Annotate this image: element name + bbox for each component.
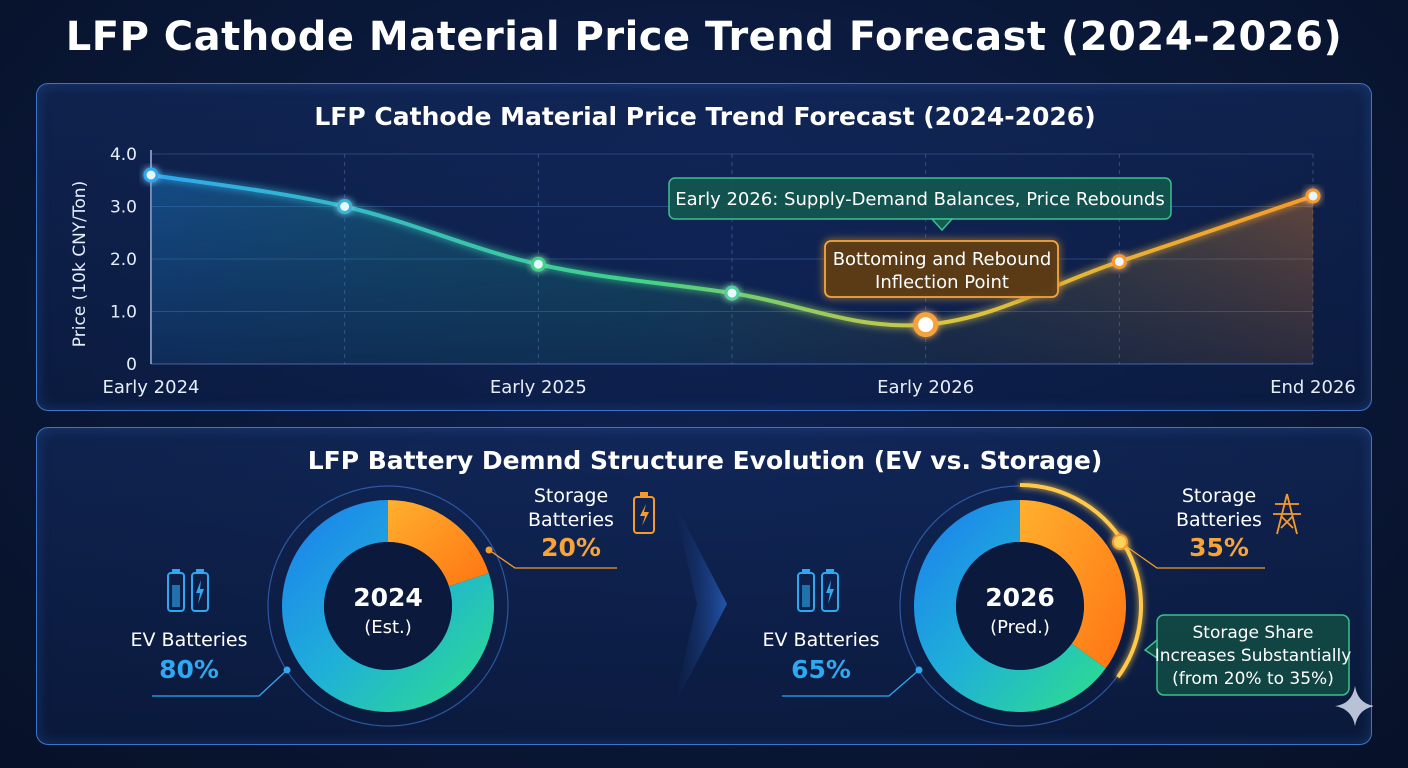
ev-slice: [282, 500, 494, 712]
storage-2024-label-line1: Storage: [534, 485, 608, 507]
storage-share-callout: Storage Share Increases Substantially (f…: [1143, 614, 1352, 696]
leader-2026-ev: [782, 669, 920, 697]
power-tower-icon: [1273, 493, 1301, 535]
y-tick-label: 0: [126, 355, 137, 375]
y-tick-label: 4.0: [110, 145, 137, 165]
ev-2024-label: EV Batteries: [131, 629, 248, 651]
donut-2026-note: (Pred.): [990, 617, 1050, 638]
donut-2026: 2026 (Pred.): [899, 483, 1143, 727]
ev-battery-icon-2026: [797, 569, 839, 612]
donut-2026-year: 2026: [985, 583, 1055, 612]
price-area: [151, 175, 1313, 364]
leader-2024-ev: [152, 669, 288, 697]
rebound-callout: Early 2026: Supply-Demand Balances, Pric…: [668, 177, 1172, 232]
x-tick-label: End 2026: [1270, 377, 1356, 398]
sparkle-icon: [1335, 686, 1375, 726]
ev-slice: [914, 500, 1106, 712]
rebound-callout-text: Early 2026: Supply-Demand Balances, Pric…: [675, 189, 1164, 210]
line-chart-title: LFP Cathode Material Price Trend Forecas…: [314, 102, 1095, 131]
inflection-point: [913, 312, 939, 338]
y-tick-label: 3.0: [110, 198, 137, 218]
leader-2026-storage: [1119, 541, 1265, 569]
donut-section-title: LFP Battery Demnd Structure Evolution (E…: [308, 446, 1103, 475]
storage-slice: [388, 500, 489, 587]
demand-structure-panel: LFP Battery Demnd Structure Evolution (E…: [36, 427, 1375, 745]
data-point: [530, 256, 546, 272]
x-tick-label: Early 2024: [103, 377, 200, 398]
inflection-callout: Bottoming and Rebound Inflection Point: [824, 240, 1059, 298]
donut-2024: 2024 (Est.): [267, 485, 509, 727]
ev-2024-value: 80%: [159, 655, 219, 684]
data-point: [724, 285, 740, 301]
storage-highlight-arc: [1019, 483, 1143, 679]
storage-2024-value: 20%: [541, 533, 601, 562]
price-trend-chart: LFP Cathode Material Price Trend Forecas…: [70, 102, 1356, 398]
leader-2024-storage-dot: [485, 546, 493, 554]
transition-arrow: [673, 500, 727, 708]
inflection-callout-line2: Inflection Point: [875, 272, 1009, 293]
storage-share-callout-line3: (from 20% to 35%): [1172, 669, 1334, 689]
leader-2024-storage: [488, 549, 617, 569]
storage-share-callout-line1: Storage Share: [1193, 623, 1314, 643]
data-point: [1111, 254, 1127, 270]
y-axis-label: Price (10k CNY/Ton): [70, 181, 90, 347]
ev-2026-label: EV Batteries: [763, 629, 880, 651]
donut-2024-year: 2024: [353, 583, 423, 612]
y-tick-label: 1.0: [110, 303, 137, 323]
storage-2026-label-line2: Batteries: [1176, 509, 1262, 531]
storage-slice: [1020, 500, 1127, 669]
leader-2024-ev-dot: [283, 666, 291, 674]
storage-2026-label-line1: Storage: [1182, 485, 1256, 507]
ev-2026-value: 65%: [791, 655, 851, 684]
ev-battery-icon-2024: [167, 569, 209, 612]
data-point: [1305, 188, 1321, 204]
data-point: [337, 199, 353, 214]
main-title: LFP Cathode Material Price Trend Forecas…: [65, 14, 1343, 60]
inflection-callout-line1: Bottoming and Rebound: [833, 249, 1052, 270]
price-trend-panel: LFP Cathode Material Price Trend Forecas…: [36, 83, 1372, 411]
storage-share-callout-line2: Increases Substantially: [1155, 646, 1352, 666]
donut-2024-note: (Est.): [364, 617, 412, 638]
leader-2026-ev-dot: [915, 666, 923, 674]
storage-2026-value: 35%: [1189, 533, 1249, 562]
storage-2024-label-line2: Batteries: [528, 509, 614, 531]
data-point: [143, 167, 159, 183]
x-tick-label: Early 2025: [490, 377, 587, 398]
x-tick-label: Early 2026: [877, 377, 974, 398]
storage-battery-icon: [633, 492, 655, 534]
leader-2026-storage-dot: [1112, 534, 1128, 550]
y-tick-label: 2.0: [110, 250, 137, 270]
demand-structure-chart: LFP Battery Demnd Structure Evolution (E…: [131, 446, 1375, 727]
